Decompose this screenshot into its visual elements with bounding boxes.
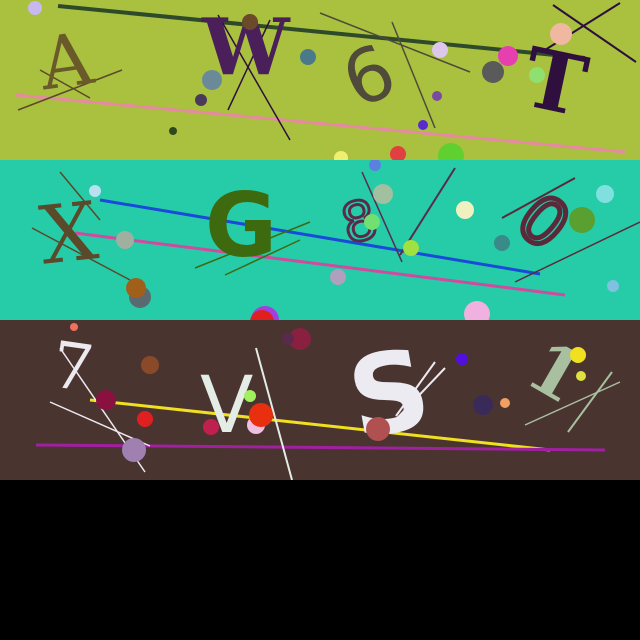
noise-dot	[126, 278, 146, 298]
captcha-row-2: X G 8 0	[0, 160, 640, 320]
noise-line	[224, 239, 301, 276]
noise-line	[395, 361, 436, 417]
noise-dot	[141, 356, 159, 374]
noise-dot	[432, 91, 442, 101]
noise-dot	[570, 347, 586, 363]
noise-line	[319, 12, 471, 73]
noise-line	[552, 4, 637, 63]
noise-dot	[250, 310, 274, 320]
noise-line	[391, 21, 436, 129]
noise-dot	[96, 390, 116, 410]
row-2-noise: X G 8 0	[0, 160, 640, 320]
noise-dot	[596, 185, 614, 203]
noise-dot	[494, 235, 510, 251]
noise-dot	[122, 438, 146, 462]
row-3-noise: 7 V S 1	[0, 320, 640, 480]
captcha-row-3: 7 V S 1	[0, 320, 640, 480]
noise-line	[361, 171, 403, 263]
noise-dot	[529, 67, 545, 83]
noise-dot	[249, 403, 273, 427]
noise-line	[15, 93, 626, 154]
noise-dot	[498, 46, 518, 66]
noise-line	[74, 231, 566, 297]
noise-dot	[576, 371, 586, 381]
noise-line	[57, 4, 586, 60]
noise-dot	[418, 120, 428, 130]
noise-dot	[137, 411, 153, 427]
noise-line	[31, 227, 131, 281]
noise-line	[99, 198, 541, 276]
noise-dot	[364, 214, 380, 230]
row-2-background	[0, 160, 640, 320]
noise-dot	[242, 14, 258, 30]
captcha-row-1: A W 6 T	[0, 0, 640, 160]
noise-dot	[482, 61, 504, 83]
noise-dot	[473, 395, 493, 415]
empty-area	[0, 480, 640, 640]
noise-line	[255, 347, 293, 480]
noise-dot	[456, 353, 468, 365]
noise-dot	[195, 94, 207, 106]
noise-line	[387, 367, 446, 429]
noise-dot	[390, 146, 406, 160]
noise-dot	[300, 49, 316, 65]
noise-dot	[366, 417, 390, 441]
noise-line	[514, 221, 640, 283]
glyph-g: G	[205, 174, 277, 277]
noise-dot	[369, 160, 381, 171]
noise-dot	[438, 143, 464, 160]
noise-dot	[569, 207, 595, 233]
noise-dot	[70, 323, 78, 331]
noise-dot	[203, 419, 219, 435]
noise-dot	[456, 201, 474, 219]
noise-dot	[202, 70, 222, 90]
noise-line	[524, 381, 621, 426]
noise-dot	[373, 184, 393, 204]
noise-line	[501, 177, 576, 219]
noise-dot	[289, 328, 311, 350]
noise-line	[89, 398, 551, 452]
noise-dot	[116, 231, 134, 249]
noise-line	[39, 69, 91, 99]
row-1-noise: A W 6 T	[0, 0, 640, 160]
noise-dot	[330, 269, 346, 285]
noise-dot	[169, 127, 177, 135]
noise-dot	[500, 398, 510, 408]
noise-line	[567, 371, 613, 433]
noise-dot	[607, 280, 619, 292]
noise-dot	[550, 23, 572, 45]
noise-line	[217, 14, 291, 141]
noise-dot	[89, 185, 101, 197]
noise-dot	[282, 333, 294, 345]
noise-line	[17, 69, 123, 111]
noise-dot	[334, 151, 348, 160]
noise-line	[194, 221, 311, 269]
noise-line	[59, 171, 101, 221]
glyph-v: V	[200, 361, 253, 451]
glyph-x: X	[36, 184, 102, 282]
noise-dot	[244, 390, 256, 402]
glyph-a: A	[34, 16, 99, 107]
noise-dot	[28, 1, 42, 15]
noise-dot	[403, 240, 419, 256]
noise-dot	[464, 301, 490, 320]
noise-dot	[432, 42, 448, 58]
noise-line	[227, 19, 271, 111]
